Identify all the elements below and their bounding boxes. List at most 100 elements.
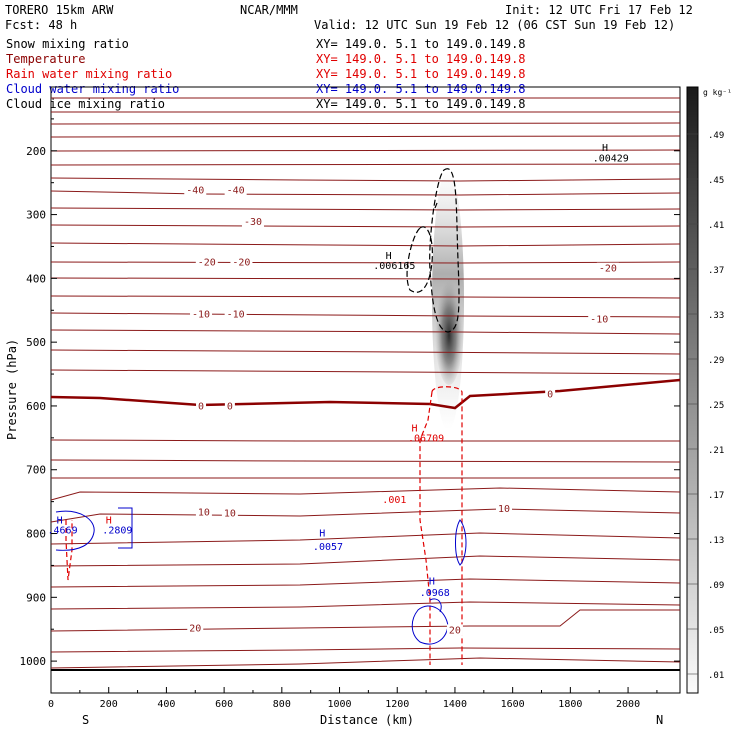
isotherm-label-bg [545, 388, 556, 400]
isotherm-labels: -40 -40 -30 -20 -20 -20 -10 -10 -10 0 0 0 10 10 10 20 20 [184, 184, 619, 636]
colorbar-scale [686, 86, 699, 694]
y-tick-label: 500 [26, 336, 46, 349]
isotherm-label-bg [221, 507, 238, 519]
extremum-label: H [106, 515, 112, 526]
y-tick-label: 700 [26, 464, 46, 477]
x-tick-label: 400 [157, 699, 175, 710]
forecast-hour-label: Fcst: 48 h [5, 18, 77, 32]
isotherm-label: 20 [449, 625, 461, 636]
legend: Snow mixing ratio XY= 149.0. 5.1 to 149.… [6, 37, 526, 111]
colorbar-label: .25 [708, 401, 724, 411]
legend-snow-name: Snow mixing ratio [6, 37, 129, 51]
extremum-label: .0057 [313, 542, 343, 553]
colorbar-label: .29 [708, 356, 724, 366]
colorbar-label: .21 [708, 446, 724, 456]
x-axis-start-label: S [82, 713, 89, 727]
isotherm-label: -10 [192, 310, 210, 321]
isotherm-label-bg [224, 184, 247, 196]
colorbar-labels: .49 .45 .41 .37 .33 .29 .25 .21 .17 .13 .09 .05 .01 [687, 131, 724, 681]
isotherm-label-bg [184, 184, 207, 196]
extremum-label: H [412, 423, 418, 434]
legend-rain-name: Rain water mixing ratio [6, 67, 172, 81]
y-tick-label: 200 [26, 145, 46, 158]
colorbar: g kg⁻¹ .49 .45 .41 .37 .33 .29 .25 .21 .17 .13 .09… [686, 86, 732, 694]
legend-cloud-ice-name: Cloud ice mixing ratio [6, 97, 165, 111]
extremum-label: .06709 [408, 434, 444, 445]
colorbar-unit: g kg⁻¹ [703, 88, 732, 97]
isotherm-label-bg [224, 400, 235, 412]
cloud-ice-contours [406, 168, 460, 333]
isotherm-label-bg [196, 400, 207, 412]
extremum-label: H [602, 143, 608, 154]
isotherm-label: 10 [198, 507, 210, 518]
y-tick-label: 600 [26, 400, 46, 413]
x-axis: 0 200 400 600 800 1000 1200 1400 1600 1800 2000 [48, 687, 658, 710]
legend-cloud-ice-xy: XY= 149.0. 5.1 to 149.0.149.8 [316, 97, 526, 111]
isotherm-label: 10 [498, 504, 510, 515]
colorbar-label: .49 [708, 131, 724, 141]
isotherm-label: -20 [232, 257, 250, 268]
isotherm-label-bg [241, 216, 264, 228]
extremum-label: H [319, 529, 325, 540]
x-tick-label: 800 [273, 699, 291, 710]
colorbar-label: .05 [708, 626, 724, 636]
plot-frame [50, 86, 681, 694]
model-label: TORERO 15km ARW [5, 3, 114, 17]
isotherm-label: 0 [227, 401, 233, 412]
legend-temperature-name: Temperature [6, 52, 85, 66]
y-tick-label: 1000 [20, 655, 47, 668]
colorbar-label: .17 [708, 491, 724, 501]
cloud-water-contours [55, 507, 467, 645]
x-tick-label: 1200 [385, 699, 409, 710]
x-axis-title: Distance (km) [320, 713, 414, 727]
y-tick-label: 400 [26, 272, 46, 285]
isotherm-label: -30 [244, 217, 262, 228]
isotherm-label: 20 [189, 623, 201, 634]
legend-rain-xy: XY= 149.0. 5.1 to 149.0.149.8 [316, 67, 526, 81]
isotherm-label: -10 [590, 315, 608, 326]
isotherm-label-bg [187, 622, 204, 634]
extremum-label: .006165 [373, 261, 415, 272]
colorbar-label: .13 [708, 536, 724, 546]
extremum-label: .001 [382, 495, 406, 506]
x-tick-label: 200 [100, 699, 118, 710]
colorbar-label: .01 [708, 671, 724, 681]
init-label: Init: 12 UTC Fri 17 Feb 12 [505, 3, 693, 17]
isotherm-label-bg [596, 262, 619, 274]
snow-shading [432, 170, 464, 430]
isotherm-label-bg [230, 256, 253, 268]
org-label: NCAR/MMM [240, 3, 298, 17]
isotherm-label: 0 [547, 389, 553, 400]
zero-isotherm [50, 378, 681, 410]
x-tick-label: 600 [215, 699, 233, 710]
legend-temperature-xy: XY= 149.0. 5.1 to 149.0.149.8 [316, 52, 526, 66]
isotherm-label-bg [588, 313, 611, 325]
extremum-label: .0968 [420, 588, 450, 599]
isotherm-label: -40 [227, 185, 245, 196]
isotherm-label-bg [195, 256, 218, 268]
isotherm-label: -20 [198, 257, 216, 268]
x-axis-end-label: N [656, 713, 663, 727]
extremum-label: H [429, 577, 435, 588]
isotherm-label-bg [446, 624, 463, 636]
extremum-label: .4669 [47, 526, 77, 537]
extremum-label: .2809 [102, 526, 132, 537]
extremum-label: H [386, 251, 392, 262]
y-axis-title: Pressure (hPa) [5, 339, 19, 440]
isotherm-label: 0 [198, 401, 204, 412]
isotherm-label-bg [195, 506, 212, 518]
extremum-label: .00429 [593, 154, 629, 165]
colorbar-label: .45 [708, 176, 724, 186]
x-tick-label: 2000 [616, 699, 640, 710]
legend-snow-xy: XY= 149.0. 5.1 to 149.0.149.8 [316, 37, 526, 51]
x-tick-label: 1800 [558, 699, 582, 710]
y-tick-label: 800 [26, 528, 46, 541]
colorbar-label: .33 [708, 311, 724, 321]
x-tick-label: 1600 [501, 699, 525, 710]
legend-cloud-water-xy: XY= 149.0. 5.1 to 149.0.149.8 [316, 82, 526, 96]
x-tick-label: 0 [48, 699, 54, 710]
isotherm-label: -20 [599, 264, 617, 275]
x-tick-label: 1400 [443, 699, 467, 710]
isotherm-label: 10 [224, 509, 236, 520]
